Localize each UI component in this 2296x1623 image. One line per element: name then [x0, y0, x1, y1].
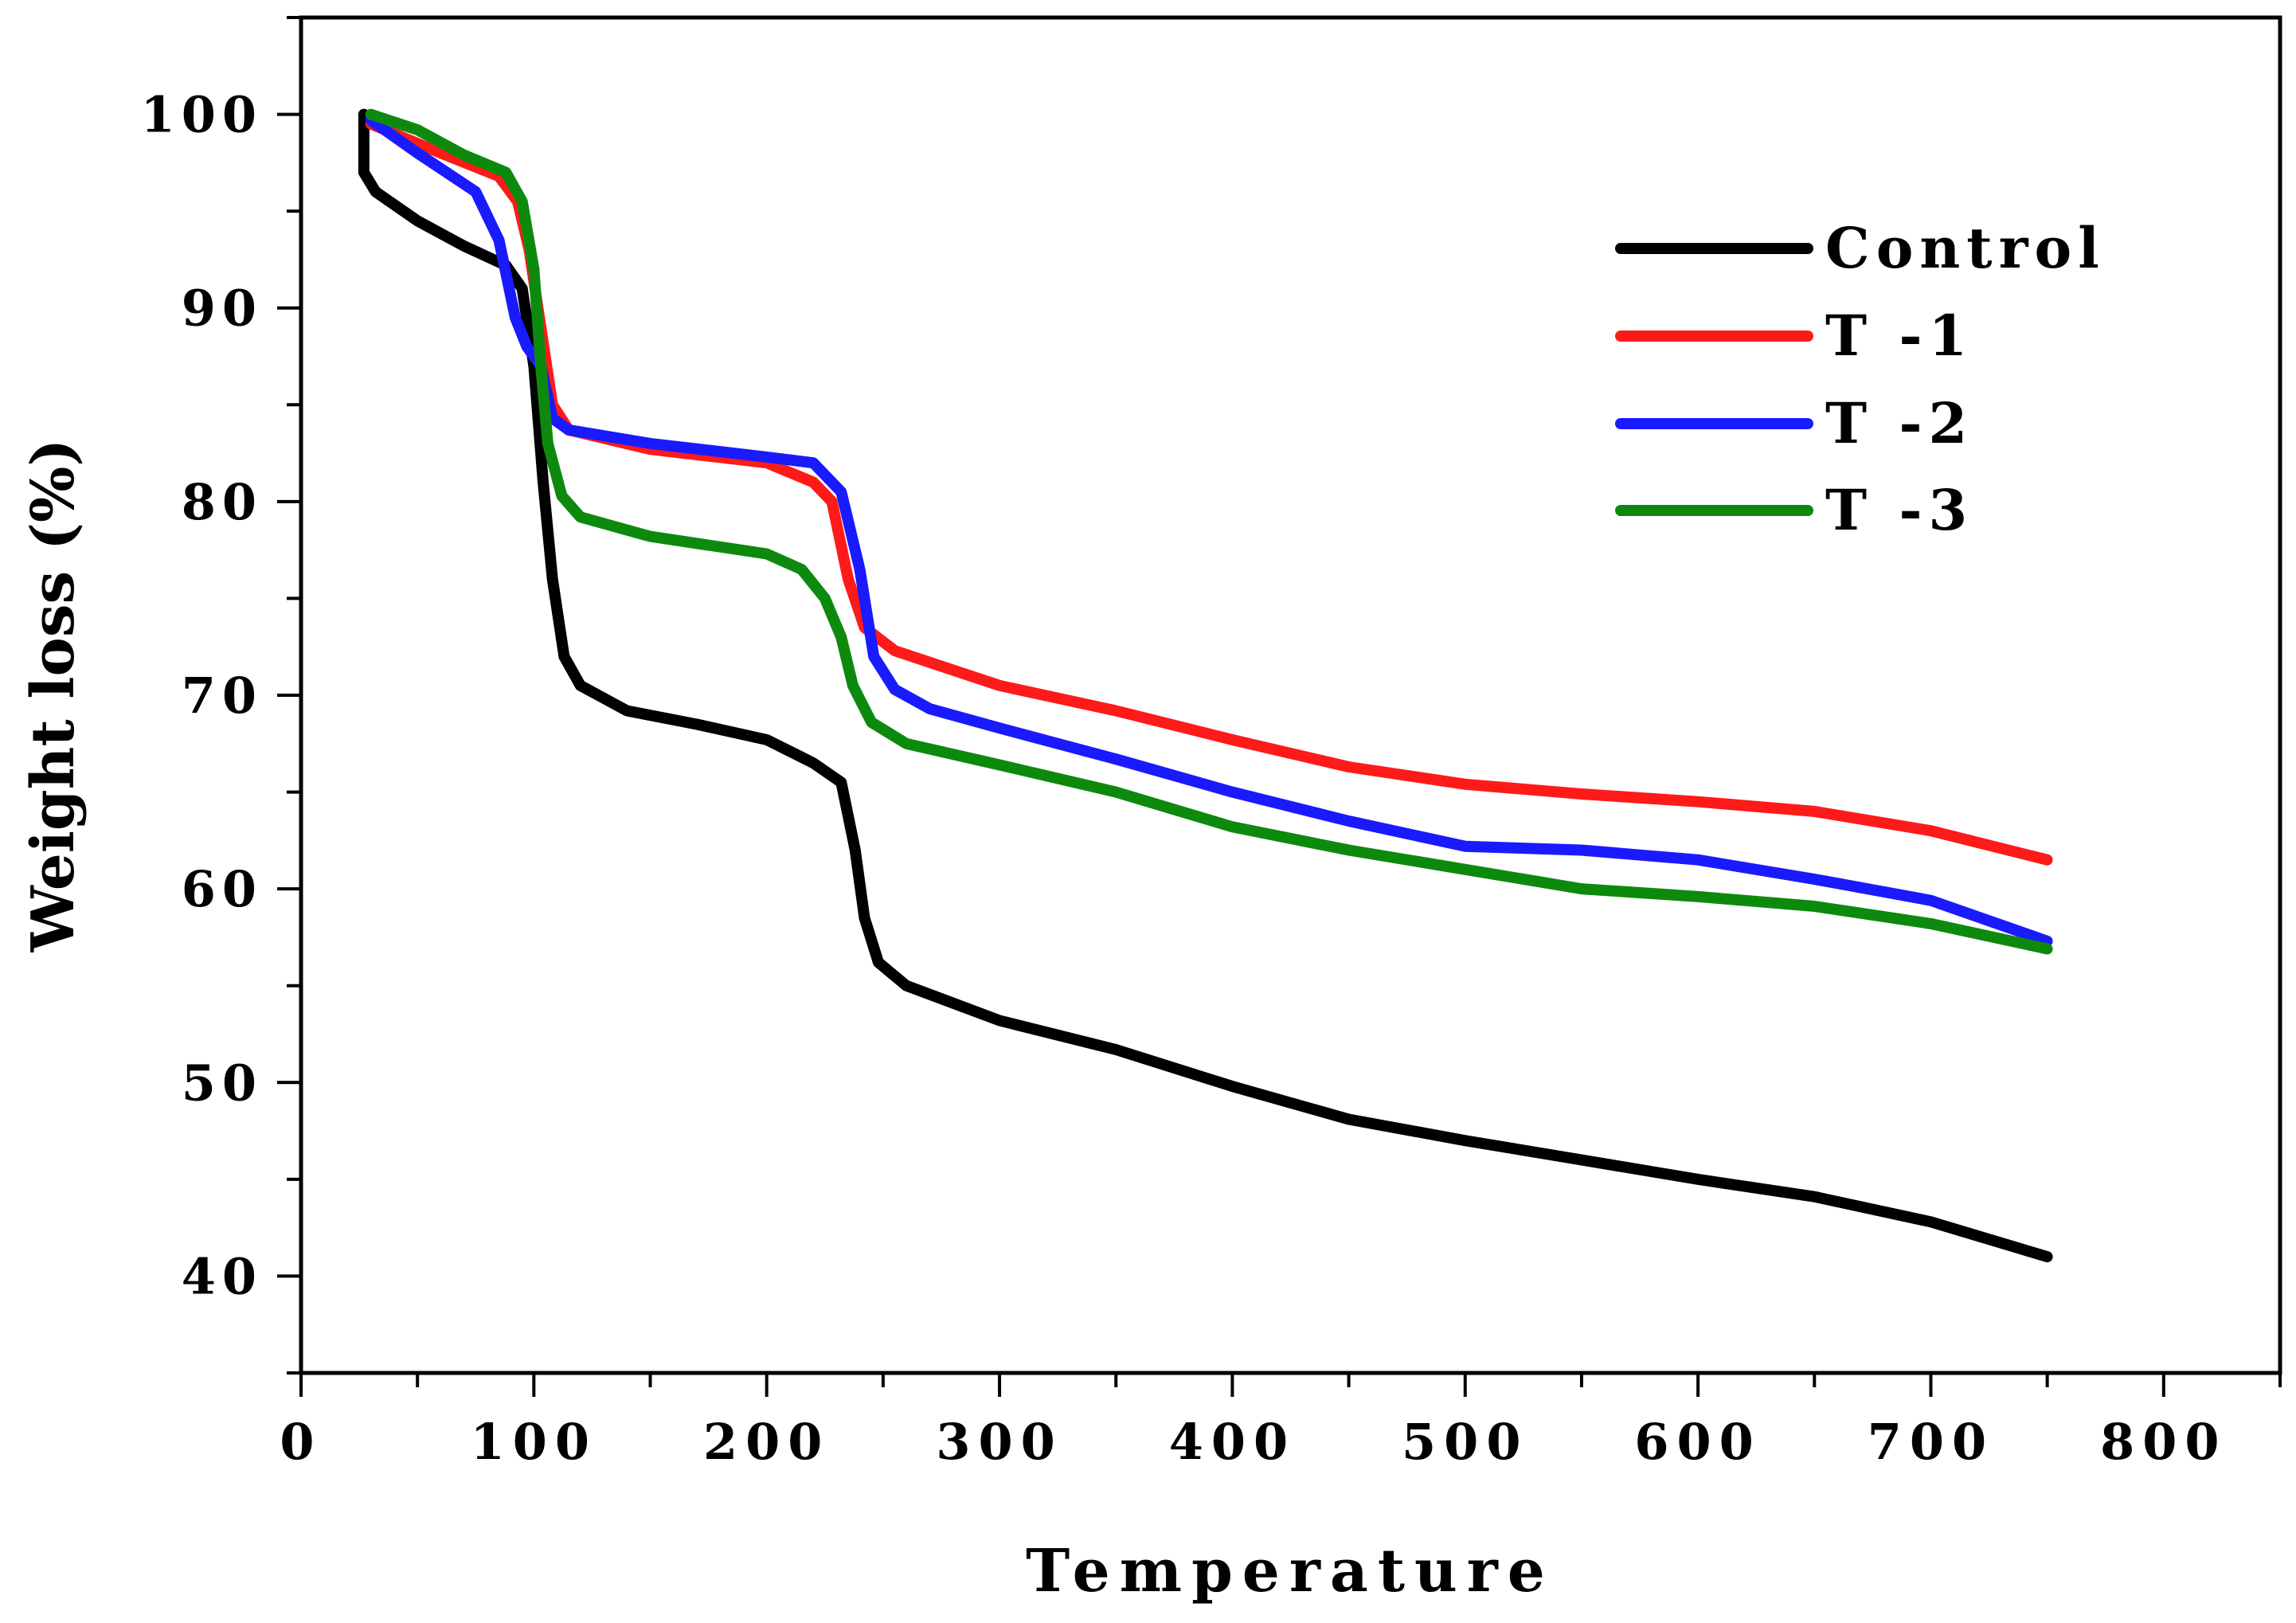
x-tick-label: 700	[1868, 1413, 1994, 1471]
legend: Control T -1 T -2 T -3	[1615, 215, 2106, 543]
legend-label-control: Control	[1825, 215, 2106, 281]
y-tick-label: 70	[182, 667, 263, 725]
series-line-0	[358, 108, 2053, 1263]
x-tick-label: 0	[280, 1413, 322, 1471]
x-tick-label: 400	[1169, 1413, 1296, 1471]
series-lines	[358, 108, 2053, 1263]
x-tick-labels: 0 100 200 300 400 500 600 700 800	[280, 1413, 2227, 1471]
x-tick-label: 200	[703, 1413, 830, 1471]
x-tick-label: 800	[2100, 1413, 2227, 1471]
x-axis-title: Temperature	[1026, 1537, 1555, 1605]
y-axis-title: Weight loss (%)	[19, 439, 88, 953]
y-tick-labels: 40 50 60 70 80 90 100	[141, 86, 263, 1306]
y-tick-label: 90	[182, 280, 263, 338]
legend-label-t2: T -2	[1825, 390, 1973, 456]
y-tick-label: 50	[182, 1054, 263, 1112]
x-tick-label: 100	[471, 1413, 597, 1471]
legend-label-t3: T -3	[1825, 477, 1973, 543]
y-tick-label: 100	[141, 86, 263, 144]
axis-ticks	[277, 16, 2282, 1397]
y-tick-label: 80	[182, 473, 263, 531]
x-tick-label: 300	[936, 1413, 1062, 1471]
series-line-1	[365, 118, 2053, 866]
y-tick-label: 60	[182, 860, 263, 918]
y-tick-label: 40	[182, 1247, 263, 1305]
series-line-3	[365, 108, 2053, 955]
x-tick-label: 500	[1402, 1413, 1528, 1471]
x-tick-label: 600	[1634, 1413, 1761, 1471]
series-line-2	[365, 114, 2053, 947]
legend-label-t1: T -1	[1825, 303, 1973, 369]
